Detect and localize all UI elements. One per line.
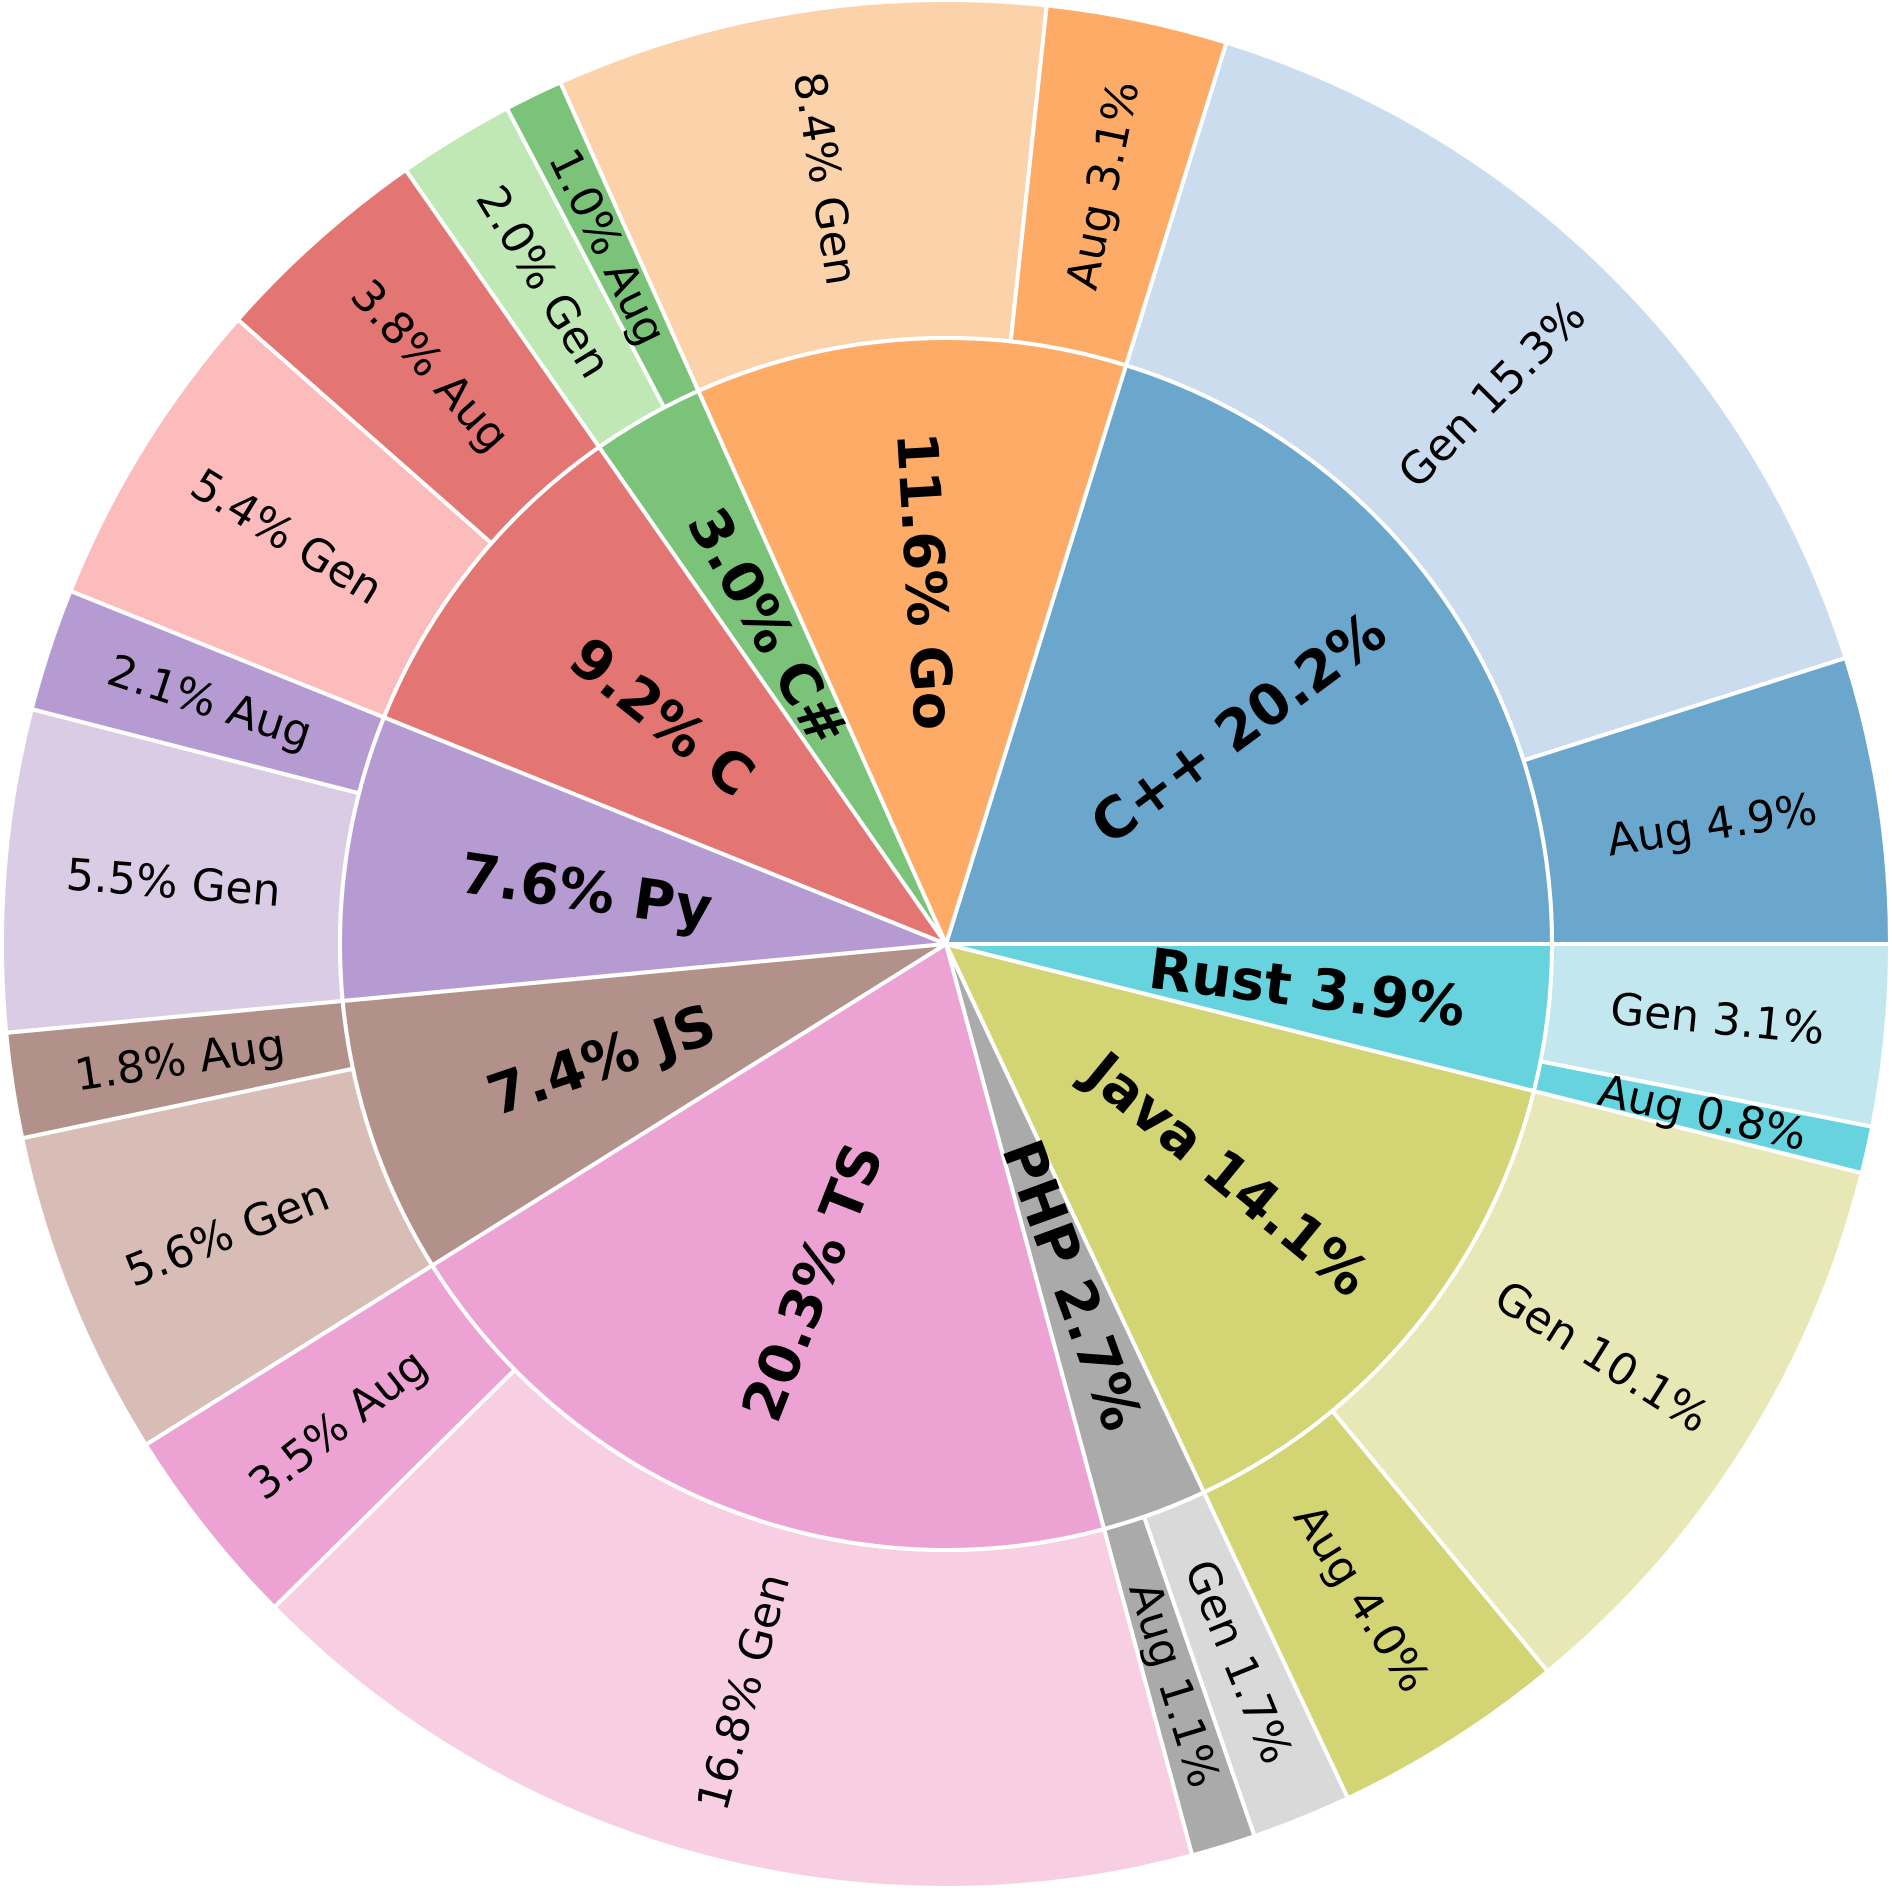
inner-wedge-rust <box>945 942 1555 1094</box>
inner-wedge-js <box>340 942 948 1269</box>
inner-wedge-py <box>338 714 947 1004</box>
inner-ring <box>338 336 1555 1552</box>
inner-wedge-cpp <box>943 362 1555 946</box>
inner-wedge-go <box>695 336 1129 950</box>
inner-wedge-c <box>381 444 952 949</box>
inner-wedge-ts <box>429 940 1107 1552</box>
inner-wedge-java <box>942 941 1537 1495</box>
